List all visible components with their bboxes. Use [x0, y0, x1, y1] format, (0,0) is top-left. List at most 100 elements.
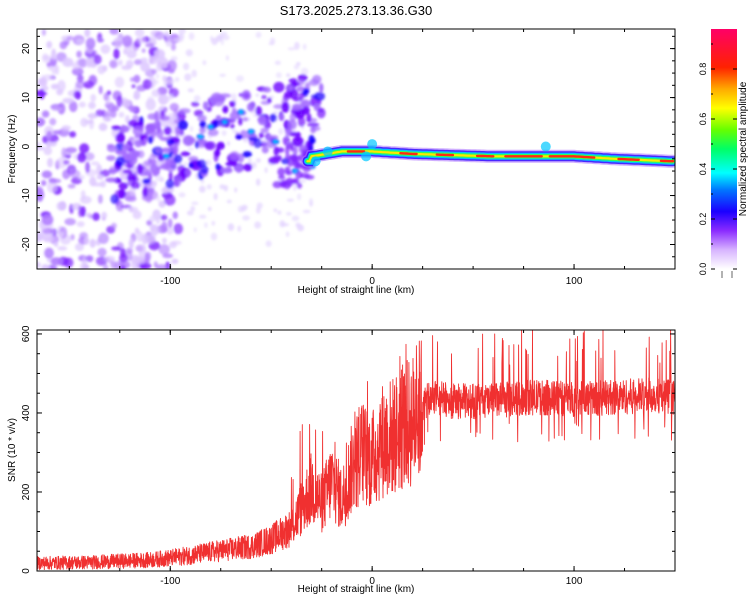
spectrogram-cell [265, 240, 272, 247]
spectrogram-cell [41, 29, 47, 36]
spectrogram-cell [285, 212, 292, 216]
spectrogram-cell [70, 233, 75, 241]
spectrogram-cell [300, 99, 311, 109]
snr-panel: -100 0 100 0 200 400 600 Height of straight li… [7, 325, 676, 595]
spectrogram-cell [177, 120, 189, 131]
spectrogram-cell [46, 40, 53, 49]
spectrogram-cell [49, 57, 57, 67]
spectrogram-cell [160, 214, 168, 221]
spectrogram-cell [173, 223, 183, 235]
spectrogram-cell [58, 231, 64, 238]
spectrogram-cell [84, 236, 89, 246]
spectrogram-cell [148, 136, 154, 144]
spectrogram-cell [261, 95, 267, 100]
spectrogram-cell [90, 161, 100, 166]
spectrogram-cell [53, 241, 59, 247]
spectrogram-cell [115, 149, 127, 155]
spectrogram-cell [37, 195, 43, 202]
spectrogram-cell [119, 265, 126, 269]
spectrogram-ridge [301, 139, 675, 168]
spectrogram-cell [188, 162, 195, 169]
spectrogram-cell [107, 168, 119, 174]
spectrogram-cell [74, 243, 85, 252]
spectrogram-cell [135, 244, 147, 252]
spectrogram-cell [235, 134, 243, 140]
spectrogram-cell [304, 174, 315, 180]
spectrogram-cell [202, 101, 209, 110]
spectrogram-cell [254, 221, 262, 229]
spectrogram-cell [90, 94, 97, 102]
colorbar-tick-label: 0.6 [698, 113, 708, 126]
spectrogram-cell [212, 95, 225, 107]
spectrogram-xtick-label: 0 [369, 276, 375, 287]
spectrogram-cell [49, 118, 57, 126]
spectrogram-cell [146, 220, 153, 226]
spectrogram-cell [146, 234, 157, 245]
spectrogram-cell [76, 38, 85, 45]
spectrogram-cell [264, 167, 268, 174]
spectrogram-cell [84, 152, 95, 161]
spectrogram-cell [283, 91, 294, 98]
spectrogram-cell [109, 29, 120, 35]
spectrogram-cell [163, 80, 167, 88]
spectrogram-ytick-label: -10 [21, 188, 32, 203]
spectrogram-cell [50, 104, 62, 112]
spectrogram-cell [98, 122, 108, 131]
spectrogram-cell [118, 189, 126, 199]
spectrogram-cell [241, 91, 252, 101]
spectrogram-cell [97, 194, 103, 204]
spectrogram-cell [178, 33, 185, 40]
spectrogram-cell [188, 32, 195, 41]
spectrogram-cell [279, 113, 285, 122]
spectrogram-cell [42, 85, 49, 91]
spectrogram-cell [193, 95, 201, 102]
spectrogram-cell [183, 161, 188, 167]
spectrogram-cell [219, 93, 232, 98]
spectrogram-cell [158, 244, 170, 255]
spectrogram-cell [57, 80, 66, 92]
spectrogram-cell [43, 146, 53, 156]
snr-ylabel: SNR (10 * v/v) [7, 418, 18, 482]
spectrogram-cell [163, 106, 168, 113]
spectrogram-cell [47, 157, 54, 168]
spectrogram-cell [128, 154, 138, 165]
spectrogram-cell [62, 97, 75, 104]
spectrogram-cell [273, 208, 278, 213]
spectrogram-cell [87, 112, 98, 119]
spectrogram-cell [273, 111, 278, 115]
spectrogram-cell [220, 39, 224, 46]
spectrogram-cell [88, 101, 96, 110]
spectrogram-cell [204, 222, 208, 229]
spectrogram-cell [111, 222, 117, 229]
spectrogram-cell [230, 123, 235, 129]
spectrogram-cell [164, 78, 175, 85]
spectrogram-cell [111, 105, 119, 112]
colorbar-ticks: 0.0 0.2 0.4 0.6 0.8 [698, 43, 737, 278]
spectrogram-cell [193, 227, 197, 233]
spectrogram-cell [115, 143, 125, 151]
spectrogram-cell [105, 177, 117, 183]
spectrogram-cell [151, 181, 156, 190]
spectrogram-cell [50, 257, 63, 266]
spectrogram-cell [193, 109, 204, 117]
spectrogram-cell [144, 252, 150, 265]
spectrogram-cell [227, 223, 235, 231]
spectrogram-cell [51, 48, 57, 61]
spectrogram-cell [37, 261, 41, 268]
spectrogram-cell [308, 79, 320, 86]
spectrogram-cell [77, 58, 88, 68]
spectrogram-cell [167, 218, 173, 229]
spectrogram-cell [161, 147, 173, 153]
colorbar: 0.0 0.2 0.4 0.6 0.8 Normalized spectral ampl… [698, 29, 749, 278]
spectrogram-cell [172, 211, 178, 220]
spectrogram-cell [171, 240, 182, 246]
spectrogram-cell [134, 29, 145, 38]
spectrogram-cell [154, 110, 160, 122]
spectrogram-cell [37, 117, 46, 127]
spectrogram-cell [162, 75, 168, 82]
snr-xtick-label: 0 [369, 576, 375, 587]
snr-xtick-label: 100 [566, 576, 583, 587]
spectrogram-cell [292, 136, 304, 147]
spectrogram-cell [75, 80, 86, 89]
spectrogram-cell [140, 57, 148, 63]
